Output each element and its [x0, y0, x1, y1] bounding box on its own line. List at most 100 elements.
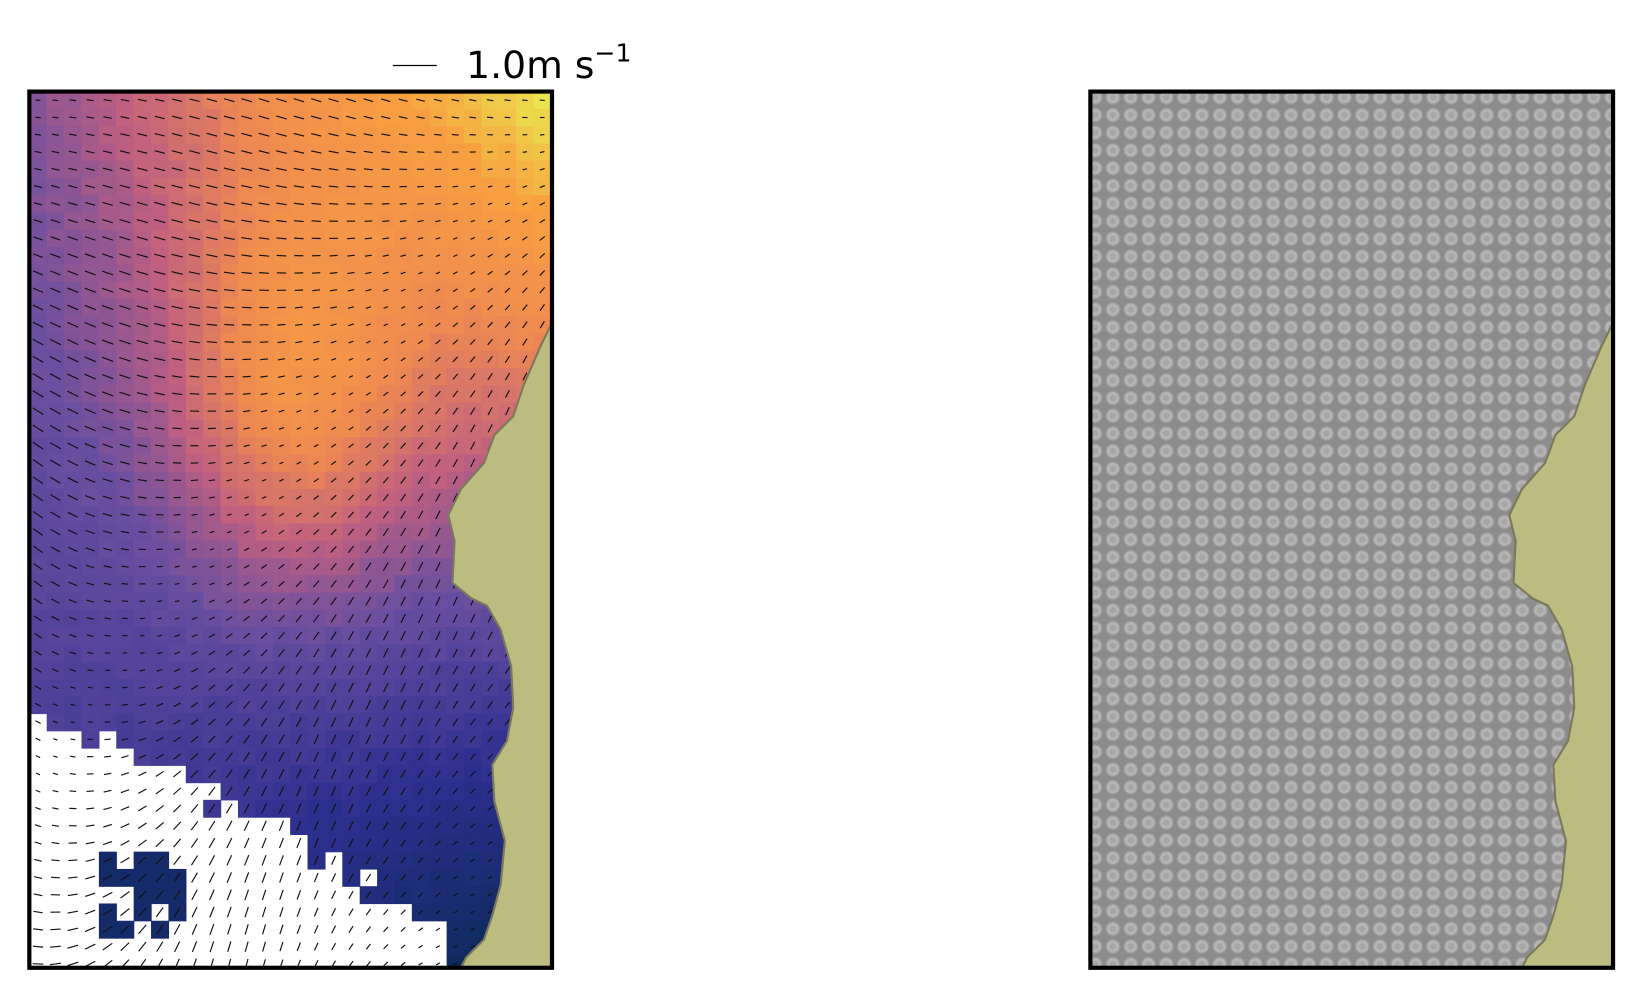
arrow: [119, 201, 131, 206]
arrow: [278, 768, 285, 780]
arrow: [86, 790, 94, 793]
arrow: [49, 424, 62, 432]
arrow: [452, 271, 458, 275]
arrow: [557, 236, 562, 241]
arrow: [400, 804, 407, 813]
arrow: [85, 858, 95, 862]
arrow: [470, 271, 476, 275]
arrow: [470, 185, 476, 188]
arrow: [313, 872, 319, 883]
arrow: [347, 494, 355, 501]
arrow: [188, 167, 201, 172]
arrow: [400, 306, 406, 309]
arrow: [261, 496, 267, 499]
arrow: [276, 219, 287, 223]
arrow: [348, 873, 354, 882]
arrow: [487, 219, 493, 223]
arrow: [313, 786, 319, 797]
arrow: [469, 683, 476, 692]
arrow: [313, 768, 319, 780]
arrow: [487, 407, 493, 416]
arrow: [103, 116, 112, 119]
arrow: [382, 237, 390, 240]
arrow: [278, 717, 285, 727]
arrow: [278, 614, 285, 622]
arrow: [278, 580, 285, 587]
arrow: [84, 909, 96, 915]
arrow: [365, 288, 372, 292]
arrow: [32, 407, 44, 415]
arrow: [313, 529, 320, 535]
arrow: [154, 444, 165, 447]
arrow: [209, 906, 215, 918]
arrow: [209, 548, 215, 551]
arrow: [85, 547, 95, 552]
arrow: [84, 236, 96, 241]
arrow: [226, 837, 233, 849]
arrow: [226, 616, 233, 621]
arrow: [67, 321, 79, 328]
arrow: [539, 168, 545, 171]
arrow: [138, 720, 146, 724]
arrow: [154, 392, 166, 396]
arrow: [348, 821, 354, 831]
arrow: [171, 184, 183, 189]
arrow: [67, 511, 78, 518]
arrow: [398, 116, 408, 119]
arrow: [400, 459, 407, 467]
arrow: [173, 736, 182, 743]
arrow: [51, 150, 60, 154]
arrow: [452, 910, 458, 914]
arrow: [191, 855, 199, 866]
arrow: [84, 218, 96, 224]
arrow: [174, 617, 180, 620]
arrow: [103, 806, 112, 811]
arrow: [470, 236, 476, 240]
arrow: [241, 167, 253, 172]
arrow: [34, 841, 42, 845]
arrow: [208, 701, 216, 709]
arrow: [155, 787, 164, 795]
arrow: [225, 752, 233, 762]
arrow: [278, 837, 284, 849]
arrow: [69, 99, 77, 102]
arrow: [329, 254, 338, 257]
arrow: [521, 253, 528, 259]
arrow: [156, 924, 164, 935]
arrow: [435, 910, 441, 915]
arrow: [522, 321, 528, 329]
arrow: [295, 323, 303, 326]
arrow: [120, 891, 130, 899]
arrow: [173, 787, 182, 795]
arrow: [85, 150, 95, 154]
arrow: [225, 427, 233, 430]
arrow: [331, 838, 337, 848]
arrow: [70, 738, 76, 741]
arrow: [348, 340, 354, 344]
arrow: [155, 736, 164, 742]
arrow: [452, 407, 459, 415]
arrow: [224, 289, 235, 292]
arrow: [192, 565, 197, 568]
arrow: [208, 820, 216, 831]
arrow: [260, 632, 268, 640]
arrow: [225, 684, 233, 691]
arrow: [363, 115, 374, 120]
arrow: [435, 945, 441, 949]
arrow: [120, 772, 129, 776]
arrow: [259, 341, 269, 343]
arrow: [102, 201, 113, 206]
arrow: [103, 565, 112, 569]
arrow: [120, 530, 130, 534]
arrow: [206, 271, 218, 275]
arrow: [469, 805, 476, 812]
arrow: [155, 479, 165, 482]
arrow: [278, 700, 285, 710]
arrow: [278, 427, 285, 430]
arrow: [102, 443, 114, 449]
arrow: [295, 358, 303, 361]
arrow: [435, 237, 441, 240]
arrow: [174, 548, 181, 551]
arrow: [557, 703, 562, 707]
arrow: [173, 855, 181, 866]
